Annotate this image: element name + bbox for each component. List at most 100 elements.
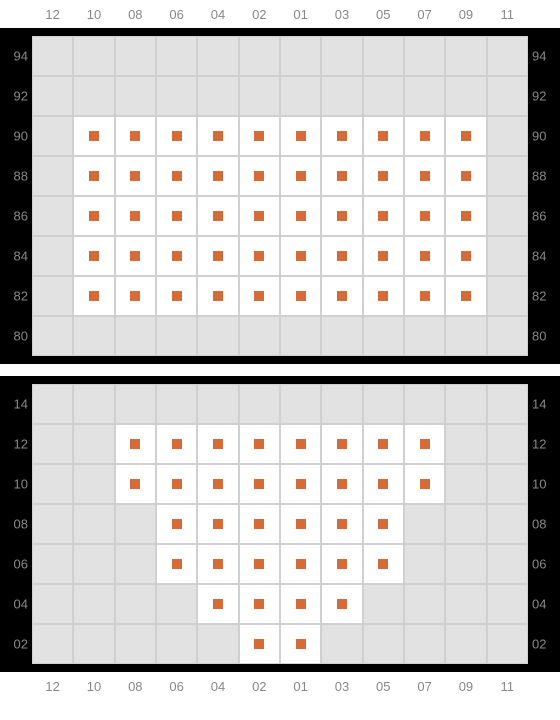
seat-cell[interactable] (239, 156, 280, 196)
seat-cell[interactable] (197, 156, 238, 196)
seat-cell[interactable] (445, 236, 486, 276)
seat-cell[interactable] (445, 116, 486, 156)
seat-cell[interactable] (197, 544, 238, 584)
seat-cell[interactable] (280, 544, 321, 584)
seat-cell[interactable] (197, 276, 238, 316)
seat-cell[interactable] (115, 156, 156, 196)
seat-cell[interactable] (280, 504, 321, 544)
seat-cell[interactable] (197, 464, 238, 504)
seat-cell[interactable] (363, 544, 404, 584)
seat-cell[interactable] (404, 276, 445, 316)
seat-icon (213, 211, 223, 221)
seat-cell[interactable] (156, 424, 197, 464)
seat-cell[interactable] (363, 236, 404, 276)
seat-cell[interactable] (280, 624, 321, 664)
seat-icon (213, 519, 223, 529)
seat-cell[interactable] (404, 196, 445, 236)
seat-cell[interactable] (115, 196, 156, 236)
seat-cell[interactable] (404, 236, 445, 276)
seat-cell[interactable] (197, 236, 238, 276)
seat-cell[interactable] (115, 464, 156, 504)
seat-cell[interactable] (156, 236, 197, 276)
seat-cell[interactable] (197, 424, 238, 464)
empty-cell (445, 544, 486, 584)
seat-icon (254, 599, 264, 609)
empty-cell (280, 76, 321, 116)
empty-cell (73, 424, 114, 464)
seat-cell[interactable] (156, 156, 197, 196)
seat-cell[interactable] (239, 276, 280, 316)
seat-cell[interactable] (404, 464, 445, 504)
seat-icon (420, 479, 430, 489)
seat-cell[interactable] (239, 196, 280, 236)
empty-cell (32, 276, 73, 316)
seat-cell[interactable] (280, 156, 321, 196)
seat-cell[interactable] (321, 504, 362, 544)
seat-cell[interactable] (115, 116, 156, 156)
seat-cell[interactable] (280, 276, 321, 316)
empty-cell (487, 156, 528, 196)
seat-cell[interactable] (321, 196, 362, 236)
seat-cell[interactable] (363, 276, 404, 316)
seat-cell[interactable] (363, 464, 404, 504)
seat-cell[interactable] (73, 156, 114, 196)
seat-cell[interactable] (280, 584, 321, 624)
seat-cell[interactable] (280, 236, 321, 276)
seat-cell[interactable] (156, 504, 197, 544)
seat-cell[interactable] (363, 116, 404, 156)
seat-cell[interactable] (73, 116, 114, 156)
seat-icon (172, 171, 182, 181)
seat-cell[interactable] (280, 464, 321, 504)
seat-cell[interactable] (239, 544, 280, 584)
seat-cell[interactable] (404, 156, 445, 196)
seat-cell[interactable] (363, 156, 404, 196)
seat-cell[interactable] (445, 276, 486, 316)
seat-cell[interactable] (321, 544, 362, 584)
seat-cell[interactable] (239, 584, 280, 624)
empty-cell (363, 36, 404, 76)
seat-cell[interactable] (115, 424, 156, 464)
seat-icon (337, 291, 347, 301)
seat-cell[interactable] (280, 196, 321, 236)
seat-cell[interactable] (321, 464, 362, 504)
seat-cell[interactable] (156, 276, 197, 316)
seat-cell[interactable] (197, 196, 238, 236)
seat-icon (213, 291, 223, 301)
empty-cell (73, 504, 114, 544)
seat-cell[interactable] (239, 624, 280, 664)
seat-cell[interactable] (280, 116, 321, 156)
seat-cell[interactable] (321, 424, 362, 464)
seat-cell[interactable] (197, 584, 238, 624)
seat-cell[interactable] (404, 424, 445, 464)
seat-cell[interactable] (445, 196, 486, 236)
seat-cell[interactable] (363, 196, 404, 236)
seat-cell[interactable] (115, 236, 156, 276)
seat-cell[interactable] (156, 116, 197, 156)
seat-cell[interactable] (280, 424, 321, 464)
seat-cell[interactable] (197, 504, 238, 544)
seat-cell[interactable] (321, 236, 362, 276)
seat-cell[interactable] (363, 424, 404, 464)
seat-cell[interactable] (156, 196, 197, 236)
seat-cell[interactable] (321, 584, 362, 624)
seat-cell[interactable] (321, 156, 362, 196)
seat-cell[interactable] (156, 544, 197, 584)
seat-cell[interactable] (363, 504, 404, 544)
seat-cell[interactable] (73, 196, 114, 236)
seat-cell[interactable] (115, 276, 156, 316)
seat-cell[interactable] (239, 424, 280, 464)
seat-cell[interactable] (73, 276, 114, 316)
seat-cell[interactable] (404, 116, 445, 156)
seat-cell[interactable] (445, 156, 486, 196)
seat-cell[interactable] (239, 116, 280, 156)
seat-cell[interactable] (197, 116, 238, 156)
seat-cell[interactable] (239, 236, 280, 276)
seat-cell[interactable] (239, 464, 280, 504)
seat-cell[interactable] (73, 236, 114, 276)
seat-cell[interactable] (321, 276, 362, 316)
empty-cell (156, 316, 197, 356)
seat-cell[interactable] (239, 504, 280, 544)
seat-cell[interactable] (156, 464, 197, 504)
seat-cell[interactable] (321, 116, 362, 156)
seat-icon (254, 479, 264, 489)
